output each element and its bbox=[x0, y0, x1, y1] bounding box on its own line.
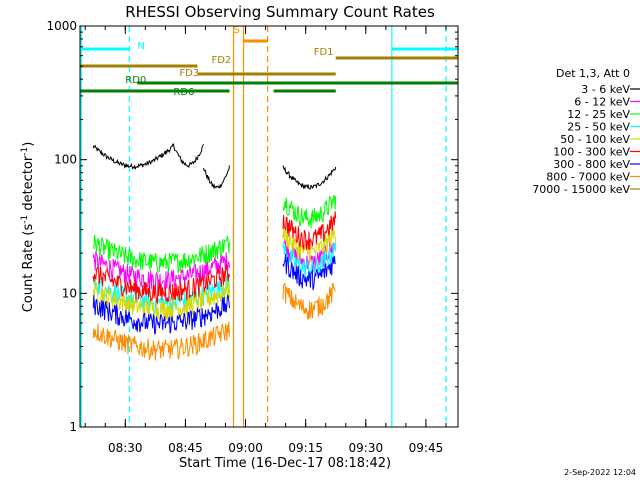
legend-entry-5: 50 - 100 keV bbox=[560, 133, 630, 146]
y-axis-label-main: Count Rate (s bbox=[21, 224, 36, 313]
flag-label-s: S bbox=[234, 25, 240, 36]
flag-label-rd6: RD6 bbox=[173, 87, 194, 98]
flag-label-fd3: FD3 bbox=[179, 68, 199, 79]
legend-entry-8: 800 - 7000 keV bbox=[546, 171, 630, 184]
series-1-segment-4 bbox=[282, 165, 337, 190]
series-7-segment-2 bbox=[282, 253, 336, 291]
series-8-segment-1 bbox=[92, 321, 230, 361]
series-7-segment-1 bbox=[92, 294, 230, 335]
y-tick-label-2: 10 bbox=[62, 286, 77, 300]
chart-title: RHESSI Observing Summary Count Rates bbox=[125, 3, 435, 21]
legend-entry-3: 12 - 25 keV bbox=[567, 108, 630, 121]
series-1-segment-3 bbox=[203, 165, 230, 190]
y-axis-label-exponent-2: -1 bbox=[20, 147, 30, 156]
series-1-segment-2 bbox=[172, 143, 204, 169]
x-tick-label-3: 09:00 bbox=[228, 441, 263, 455]
flag-label-rd0: RD0 bbox=[125, 75, 146, 86]
series-3-segment-1 bbox=[92, 234, 230, 274]
x-axis-label: Start Time (16-Dec-17 08:18:42) bbox=[179, 456, 391, 471]
legend-entry-4: 25 - 50 keV bbox=[567, 121, 630, 134]
series-6-segment-2 bbox=[282, 211, 337, 251]
series-1-segment-1 bbox=[92, 143, 174, 171]
y-axis-label-exponent-1: -1 bbox=[20, 215, 30, 224]
series-2-segment-1 bbox=[92, 251, 230, 291]
legend-header: Det 1,3, Att 0 bbox=[556, 67, 630, 80]
series-5-segment-1 bbox=[92, 280, 230, 321]
y-tick-label-3: 100 bbox=[54, 153, 77, 167]
y-axis-label-middle: detector bbox=[21, 155, 36, 215]
y-axis-label: Count Rate (s-1 detector-1) bbox=[20, 142, 36, 313]
axis-layer: 1 10 100 1000 08:30 08:45 09:00 09:15 09:30 09:45 bbox=[46, 19, 458, 455]
legend-entry-6: 100 - 300 keV bbox=[553, 146, 630, 159]
x-tick-label-6: 09:45 bbox=[409, 441, 444, 455]
legend-entry-9: 7000 - 15000 keV bbox=[532, 183, 630, 196]
y-axis-label-end: ) bbox=[21, 142, 36, 147]
series-3-segment-2 bbox=[282, 194, 337, 229]
timestamp: 2-Sep-2022 12:04 bbox=[564, 468, 636, 477]
y-tick-label-1: 1 bbox=[69, 420, 77, 434]
plot-frame bbox=[79, 25, 459, 428]
data-layer: N S FD1 FD2 FD3 RD0 RD6 bbox=[80, 25, 458, 427]
legend-entry-2: 6 - 12 keV bbox=[574, 96, 630, 109]
flag-label-fd1: FD1 bbox=[314, 47, 334, 58]
x-tick-label-2: 08:45 bbox=[168, 441, 203, 455]
series-5-segment-2 bbox=[282, 224, 337, 264]
series-6-segment-1 bbox=[92, 263, 230, 304]
flag-label-n: N bbox=[137, 41, 144, 52]
flag-label-fd2: FD2 bbox=[211, 55, 231, 66]
y-tick-label-4: 1000 bbox=[46, 19, 77, 33]
series-8-segment-2 bbox=[282, 282, 337, 320]
x-tick-label-1: 08:30 bbox=[108, 441, 143, 455]
x-tick-label-4: 09:15 bbox=[288, 441, 323, 455]
x-tick-label-5: 09:30 bbox=[349, 441, 384, 455]
legend-entry-1: 3 - 6 keV bbox=[581, 83, 630, 96]
legend-entry-7: 300 - 800 keV bbox=[553, 158, 630, 171]
